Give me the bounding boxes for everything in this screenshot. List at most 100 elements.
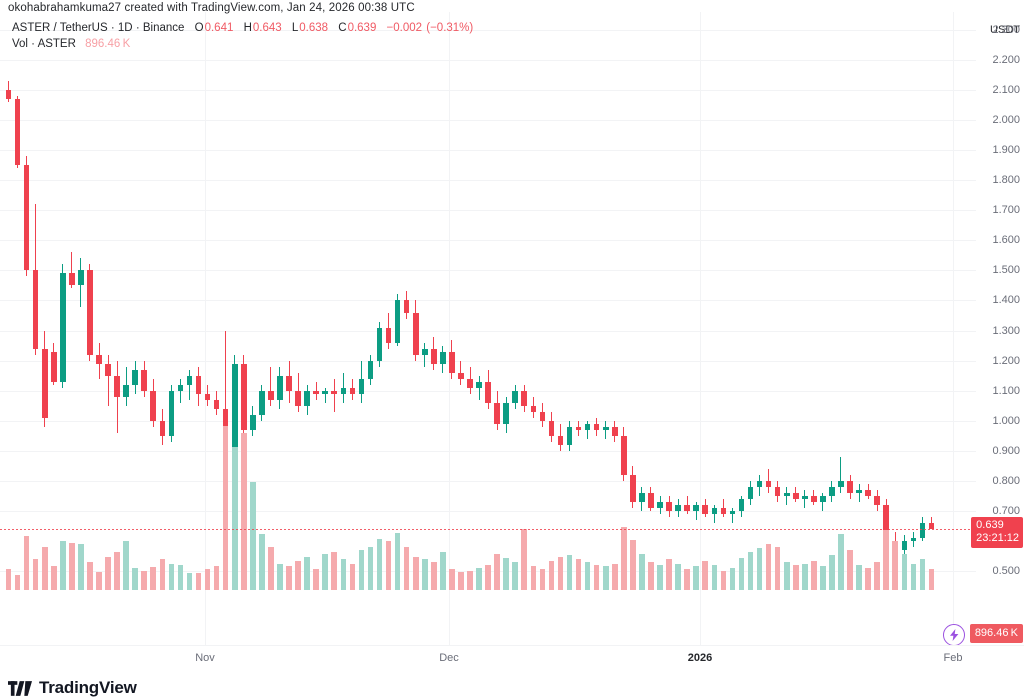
candle-body-up: [919, 522, 926, 538]
bar-close-countdown: 23:21:12: [976, 532, 1019, 545]
candle-body-up: [340, 387, 347, 394]
volume-legend-title: Vol · ASTER: [12, 38, 76, 50]
volume-bar-down: [449, 569, 455, 590]
volume-bar-down: [222, 426, 229, 590]
month-gridline-2026: [700, 12, 701, 645]
volume-legend-value: 896.46 K: [85, 38, 131, 50]
volume-bar-down: [774, 546, 781, 590]
volume-bar-down: [204, 569, 211, 590]
volume-bar-down: [23, 535, 30, 590]
volume-bar-down: [720, 570, 727, 590]
legend-change: −0.002: [386, 22, 423, 34]
legend-symbol[interactable]: ASTER / TetherUS: [12, 22, 108, 34]
volume-bar-down: [32, 559, 39, 590]
volume-bar-down: [702, 560, 709, 590]
candle-wick: [478, 375, 480, 400]
price-axis-tick: 1.000: [992, 414, 1020, 427]
candle-body-up: [186, 375, 193, 385]
volume-bar-down: [575, 559, 582, 590]
candle-wick: [315, 381, 317, 400]
candle-body-down: [286, 375, 292, 391]
legend-exchange[interactable]: Binance: [142, 22, 185, 34]
candle-body-down: [295, 390, 301, 406]
candle-body-up: [747, 486, 754, 499]
volume-bar-down: [485, 564, 491, 590]
volume-bar-up: [801, 563, 808, 590]
candle-body-down: [521, 390, 528, 406]
candle-body-up: [756, 480, 763, 487]
volume-bar-down: [928, 569, 935, 590]
volume-bar-up: [421, 559, 428, 590]
volume-bar-down: [50, 565, 57, 590]
volume-bar-down: [847, 549, 853, 590]
volume-bar-up: [602, 566, 609, 590]
legend-high-value: 0.643: [252, 22, 282, 34]
candle-body-up: [801, 495, 808, 499]
tradingview-logo[interactable]: TradingView: [8, 678, 137, 698]
volume-value-badge[interactable]: 896.46 K: [969, 624, 1023, 643]
volume-bar-up: [440, 552, 446, 590]
price-axis[interactable]: USDT 2.300 2.200 2.100 2.000 1.900 1.800 1.700 1…: [969, 0, 1024, 645]
price-axis-tick: 1.800: [992, 174, 1020, 187]
price-gridline: [0, 480, 976, 482]
price-axis-tick: 1.400: [992, 294, 1020, 307]
lightning-bolt-icon[interactable]: [943, 624, 966, 646]
price-gridline: [0, 90, 976, 92]
candle-body-down: [331, 390, 338, 394]
price-axis-tick: 1.700: [992, 204, 1020, 217]
legend-low-label: L: [291, 22, 299, 34]
candle-body-down: [403, 300, 410, 313]
volume-bar-down: [548, 560, 555, 590]
price-gridline: [0, 420, 976, 422]
candle-body-down: [684, 504, 690, 511]
volume-bar-down: [105, 556, 111, 590]
candle-body-down: [792, 492, 799, 499]
price-axis-tick: 2.300: [992, 24, 1020, 37]
candle-body-down: [69, 273, 75, 286]
candle-body-up: [132, 369, 138, 385]
candle-body-down: [458, 372, 464, 379]
volume-bar-up: [394, 532, 401, 590]
volume-legend[interactable]: Vol · ASTER 896.46 K: [12, 38, 130, 50]
volume-bar-up: [756, 548, 763, 590]
volume-bar-up: [657, 564, 663, 590]
candle-body-up: [512, 390, 519, 403]
price-axis-tick: 1.600: [992, 234, 1020, 247]
candle-body-up: [440, 351, 446, 364]
volume-bar-up: [168, 563, 175, 590]
candle-body-down: [702, 504, 709, 514]
candle-body-down: [32, 270, 39, 349]
chart-plot-area[interactable]: [0, 0, 976, 646]
volume-bar-up: [177, 564, 184, 590]
volume-bar-down: [69, 542, 75, 590]
current-price-badge[interactable]: 0.639 23:21:12: [971, 517, 1023, 549]
volume-bar-up: [132, 567, 138, 590]
chart-legend[interactable]: ASTER / TetherUS · 1D · Binance O0.641 H…: [12, 22, 473, 34]
candle-body-up: [639, 492, 645, 502]
volume-bar-down: [114, 551, 120, 590]
candle-body-down: [765, 480, 772, 487]
candle-body-up: [783, 492, 790, 496]
candle-body-down: [204, 393, 211, 400]
time-axis[interactable]: Nov Dec 2026 Feb: [0, 645, 1024, 671]
candle-wick: [840, 456, 842, 493]
candle-body-up: [376, 327, 383, 361]
time-axis-tick-2026: 2026: [687, 652, 713, 664]
candle-body-up: [250, 414, 256, 430]
price-gridline: [0, 60, 976, 62]
month-gridline-nov: [205, 12, 206, 645]
candle-body-down: [630, 474, 636, 502]
volume-bar-up: [566, 555, 573, 590]
volume-bar-up: [503, 558, 509, 590]
candle-body-down: [431, 348, 437, 364]
candle-wick: [324, 387, 326, 403]
legend-interval[interactable]: 1D: [117, 22, 133, 34]
volume-bar-up: [738, 558, 745, 590]
volume-bar-down: [883, 530, 890, 590]
volume-bar-up: [277, 563, 283, 590]
volume-bar-up: [186, 573, 193, 590]
candle-body-down: [87, 270, 93, 355]
price-axis-tick: 0.500: [992, 564, 1020, 577]
candle-body-up: [901, 540, 908, 550]
